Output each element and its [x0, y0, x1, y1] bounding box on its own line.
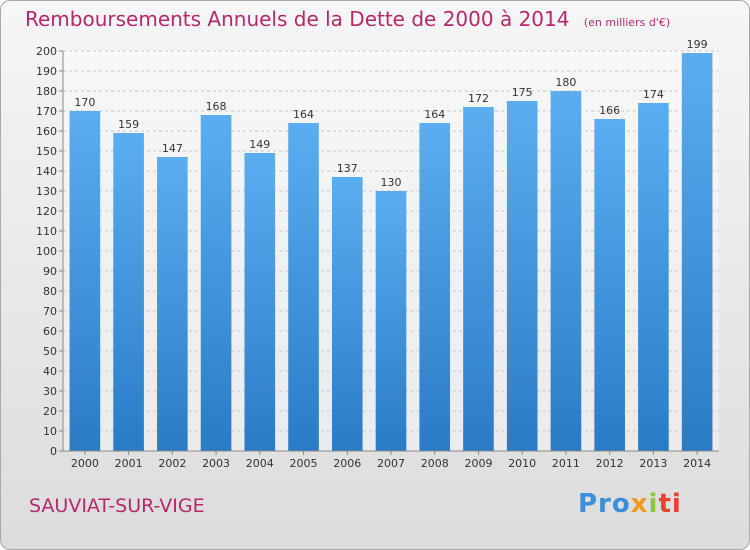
x-tick-label: 2005: [290, 457, 318, 470]
logo-part-1: Pro: [578, 489, 631, 519]
y-tick-label: 70: [43, 305, 57, 318]
chart-title: Remboursements Annuels de la Dette de 20…: [25, 7, 670, 31]
y-tick-label: 30: [43, 385, 57, 398]
bar: [419, 123, 451, 451]
bar-value-label: 170: [74, 96, 95, 109]
bar: [113, 133, 144, 451]
bar: [463, 107, 494, 451]
x-tick-label: 2013: [639, 457, 667, 470]
y-tick-label: 100: [36, 245, 57, 258]
x-tick-label: 2000: [71, 457, 99, 470]
y-tick-label: 60: [43, 325, 57, 338]
bar: [69, 111, 101, 451]
y-tick-label: 0: [50, 445, 57, 458]
y-tick-label: 200: [36, 45, 57, 58]
y-tick-label: 90: [43, 265, 57, 278]
x-tick-label: 2006: [333, 457, 361, 470]
bar: [550, 91, 582, 451]
city-name: SAUVIAT-SUR-VIGE: [29, 495, 205, 517]
logo-part-2: x: [630, 489, 649, 519]
logo-part-3: i: [648, 489, 659, 519]
proxiti-logo: Proxiti: [578, 489, 682, 519]
bar-value-label: 149: [249, 138, 270, 151]
x-tick-label: 2011: [552, 457, 580, 470]
bar-value-label: 199: [687, 38, 708, 51]
y-tick-label: 140: [36, 165, 57, 178]
bar: [506, 101, 538, 451]
y-tick-label: 120: [36, 205, 57, 218]
title-text: Remboursements Annuels de la Dette de 20…: [25, 7, 570, 31]
title-unit: (en milliers d'€): [583, 16, 671, 29]
logo-part-4: ti: [658, 489, 682, 519]
bar-value-label: 130: [381, 176, 402, 189]
bar-value-label: 137: [337, 162, 358, 175]
bar: [681, 53, 713, 451]
y-tick-label: 130: [36, 185, 57, 198]
bar: [288, 123, 319, 451]
x-tick-label: 2004: [246, 457, 274, 470]
y-tick-label: 80: [43, 285, 57, 298]
bar-value-label: 166: [599, 104, 620, 117]
bar-value-label: 172: [468, 92, 489, 105]
bar-value-label: 159: [118, 118, 139, 131]
y-tick-label: 20: [43, 405, 57, 418]
x-tick-label: 2007: [377, 457, 405, 470]
bar-value-label: 164: [424, 108, 445, 121]
bar-value-label: 164: [293, 108, 314, 121]
bar-value-label: 168: [206, 100, 227, 113]
y-tick-label: 170: [36, 105, 57, 118]
bar: [594, 119, 625, 451]
y-tick-label: 160: [36, 125, 57, 138]
x-tick-label: 2014: [683, 457, 711, 470]
y-tick-label: 150: [36, 145, 57, 158]
bar: [638, 103, 669, 451]
x-tick-label: 2010: [508, 457, 536, 470]
y-tick-label: 190: [36, 65, 57, 78]
x-tick-label: 2009: [464, 457, 492, 470]
bar: [157, 157, 188, 451]
y-tick-label: 50: [43, 345, 57, 358]
bar: [375, 191, 407, 451]
x-tick-label: 2003: [202, 457, 230, 470]
y-tick-label: 110: [36, 225, 57, 238]
bar-value-label: 180: [555, 76, 576, 89]
bar: [200, 115, 232, 451]
bar: [331, 177, 363, 451]
y-tick-label: 10: [43, 425, 57, 438]
bar-value-label: 147: [162, 142, 183, 155]
bar: [244, 153, 276, 451]
x-tick-label: 2002: [158, 457, 186, 470]
x-tick-label: 2008: [421, 457, 449, 470]
y-tick-label: 180: [36, 85, 57, 98]
y-tick-label: 40: [43, 365, 57, 378]
x-tick-label: 2012: [596, 457, 624, 470]
bar-value-label: 175: [512, 86, 533, 99]
bar-value-label: 174: [643, 88, 664, 101]
x-tick-label: 2001: [115, 457, 143, 470]
